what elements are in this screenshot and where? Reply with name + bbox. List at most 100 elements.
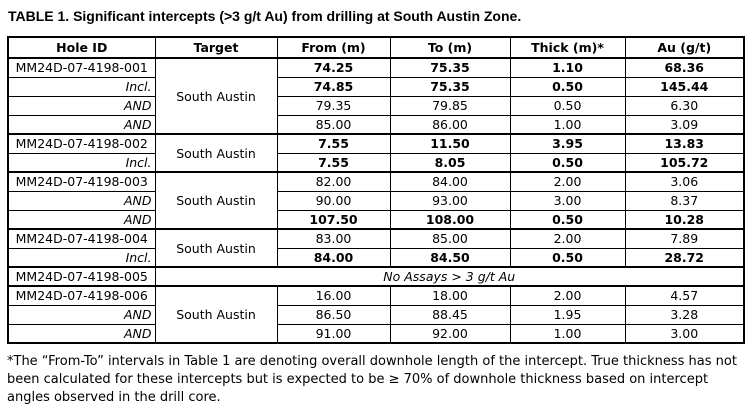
hole-id-cell: MM24D-07-4198-005	[7, 266, 156, 287]
thick-cell: 1.00	[509, 114, 626, 135]
to-cell: 8.05	[389, 152, 511, 173]
to-cell: 11.50	[389, 133, 511, 154]
au-cell: 105.72	[624, 152, 745, 173]
to-cell: 84.50	[389, 247, 511, 268]
au-cell: 3.06	[624, 171, 745, 192]
col-header-au: Au (g/t)	[624, 36, 745, 59]
thick-cell: 2.00	[509, 171, 626, 192]
table-row: AND 86.50 88.45 1.95 3.28	[7, 304, 745, 325]
footnote: *The “From-To” intervals in Table 1 are …	[7, 354, 737, 405]
thick-cell: 0.50	[509, 95, 626, 116]
target-cell: South Austin	[154, 133, 278, 173]
col-header-hole-id: Hole ID	[7, 36, 156, 59]
table-title: TABLE 1. Significant intercepts (>3 g/t …	[8, 8, 522, 24]
from-cell: 84.00	[276, 247, 391, 268]
hole-id-cell: Incl.	[7, 152, 156, 173]
thick-cell: 0.50	[509, 247, 626, 268]
col-header-to: To (m)	[389, 36, 511, 59]
to-cell: 108.00	[389, 209, 511, 230]
from-cell: 83.00	[276, 228, 391, 249]
table-row: MM24D-07-4198-002 South Austin 7.55 11.5…	[7, 133, 745, 173]
hole-id-cell: MM24D-07-4198-004	[7, 228, 156, 249]
target-cell: South Austin	[154, 285, 278, 344]
from-cell: 74.25	[276, 57, 391, 78]
header-row: Hole ID Target From (m) To (m) Thick (m)…	[7, 36, 745, 59]
thick-cell: 0.50	[509, 152, 626, 173]
hole-id-cell: MM24D-07-4198-001	[7, 57, 156, 78]
hole-id-cell: Incl.	[7, 247, 156, 268]
table-body: MM24D-07-4198-001 South Austin 74.25 75.…	[7, 57, 745, 344]
target-cell: South Austin	[154, 57, 278, 135]
from-cell: 90.00	[276, 190, 391, 211]
from-cell: 7.55	[276, 152, 391, 173]
from-cell: 85.00	[276, 114, 391, 135]
table-row: AND 107.50 108.00 0.50 10.28	[7, 209, 745, 230]
hole-id-cell: AND	[7, 95, 156, 116]
thick-cell: 0.50	[509, 76, 626, 97]
hole-id-cell: Incl.	[7, 76, 156, 97]
table-row: AND 91.00 92.00 1.00 3.00	[7, 323, 745, 344]
au-cell: 28.72	[624, 247, 745, 268]
to-cell: 75.35	[389, 57, 511, 78]
table-row: AND 85.00 86.00 1.00 3.09	[7, 114, 745, 135]
thick-cell: 1.10	[509, 57, 626, 78]
thick-cell: 0.50	[509, 209, 626, 230]
from-cell: 16.00	[276, 285, 391, 306]
from-cell: 91.00	[276, 323, 391, 344]
au-cell: 3.09	[624, 114, 745, 135]
thick-cell: 3.95	[509, 133, 626, 154]
from-cell: 86.50	[276, 304, 391, 325]
table-row: AND 79.35 79.85 0.50 6.30	[7, 95, 745, 116]
to-cell: 18.00	[389, 285, 511, 306]
from-cell: 79.35	[276, 95, 391, 116]
au-cell: 10.28	[624, 209, 745, 230]
from-cell: 107.50	[276, 209, 391, 230]
thick-cell: 3.00	[509, 190, 626, 211]
to-cell: 92.00	[389, 323, 511, 344]
au-cell: 3.28	[624, 304, 745, 325]
thick-cell: 2.00	[509, 285, 626, 306]
table-row: Incl. 7.55 8.05 0.50 105.72	[7, 152, 745, 173]
table-row: MM24D-07-4198-004 South Austin 83.00 85.…	[7, 228, 745, 268]
col-header-thick: Thick (m)*	[509, 36, 626, 59]
hole-id-cell: AND	[7, 190, 156, 211]
thick-cell: 2.00	[509, 228, 626, 249]
to-cell: 88.45	[389, 304, 511, 325]
hole-id-cell: AND	[7, 304, 156, 325]
hole-id-cell: MM24D-07-4198-003	[7, 171, 156, 192]
from-cell: 74.85	[276, 76, 391, 97]
table-row: Incl. 74.85 75.35 0.50 145.44	[7, 76, 745, 97]
col-header-from: From (m)	[276, 36, 391, 59]
au-cell: 8.37	[624, 190, 745, 211]
to-cell: 86.00	[389, 114, 511, 135]
hole-id-cell: MM24D-07-4198-002	[7, 133, 156, 154]
au-cell: 3.00	[624, 323, 745, 344]
table-row: AND 90.00 93.00 3.00 8.37	[7, 190, 745, 211]
to-cell: 79.85	[389, 95, 511, 116]
au-cell: 145.44	[624, 76, 745, 97]
thick-cell: 1.00	[509, 323, 626, 344]
table-row: MM24D-07-4198-003 South Austin 82.00 84.…	[7, 171, 745, 230]
hole-id-cell: AND	[7, 209, 156, 230]
hole-id-cell: AND	[7, 114, 156, 135]
hole-id-cell: AND	[7, 323, 156, 344]
intercepts-table: Hole ID Target From (m) To (m) Thick (m)…	[7, 36, 745, 344]
note-cell: No Assays > 3 g/t Au	[154, 266, 745, 287]
to-cell: 85.00	[389, 228, 511, 249]
target-cell: South Austin	[154, 171, 278, 230]
table-header: Hole ID Target From (m) To (m) Thick (m)…	[7, 36, 745, 59]
thick-cell: 1.95	[509, 304, 626, 325]
col-header-target: Target	[154, 36, 278, 59]
au-cell: 68.36	[624, 57, 745, 78]
au-cell: 7.89	[624, 228, 745, 249]
to-cell: 93.00	[389, 190, 511, 211]
table-row: MM24D-07-4198-001 South Austin 74.25 75.…	[7, 57, 745, 135]
to-cell: 75.35	[389, 76, 511, 97]
from-cell: 7.55	[276, 133, 391, 154]
from-cell: 82.00	[276, 171, 391, 192]
table-row: MM24D-07-4198-006 South Austin 16.00 18.…	[7, 285, 745, 344]
target-cell: South Austin	[154, 228, 278, 268]
table-row: Incl. 84.00 84.50 0.50 28.72	[7, 247, 745, 268]
au-cell: 13.83	[624, 133, 745, 154]
